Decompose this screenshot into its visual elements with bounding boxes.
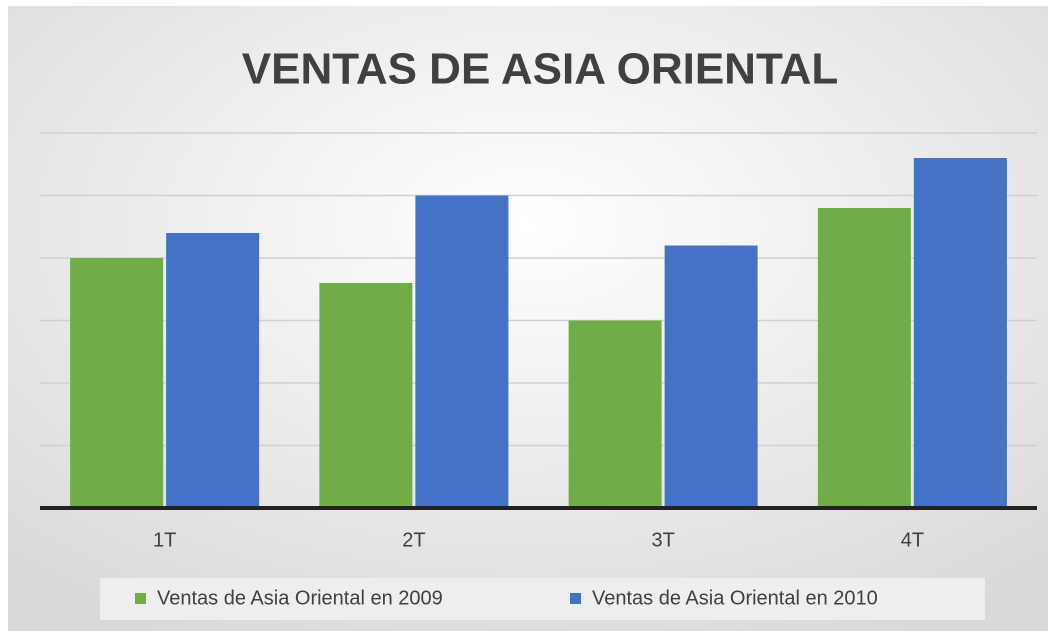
legend-swatch <box>570 593 581 604</box>
legend-swatch <box>135 593 146 604</box>
x-tick-label: 4T <box>901 529 924 551</box>
chart-title: VENTAS DE ASIA ORIENTAL <box>242 45 838 94</box>
bar <box>166 233 260 508</box>
bar <box>817 208 911 508</box>
legend-box <box>100 578 985 620</box>
legend-label: Ventas de Asia Oriental en 2010 <box>592 587 878 609</box>
bar <box>913 158 1007 508</box>
x-tick-label: 3T <box>651 529 674 551</box>
legend-label: Ventas de Asia Oriental en 2009 <box>157 587 443 609</box>
bar <box>568 320 662 508</box>
x-tick-label: 2T <box>402 529 425 551</box>
bar <box>415 195 509 508</box>
bar <box>319 283 413 508</box>
bar <box>70 258 164 508</box>
x-tick-label: 1T <box>153 529 176 551</box>
bar <box>664 245 758 508</box>
